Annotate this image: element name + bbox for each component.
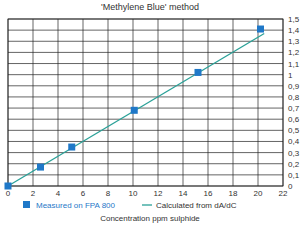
y-grid-line [8, 96, 283, 97]
point [5, 183, 12, 190]
point [68, 144, 75, 151]
line [8, 33, 264, 186]
y-grid-line [8, 85, 283, 86]
y-tick-label: 1,2 [288, 48, 300, 57]
x-grid-line [208, 19, 209, 186]
x-grid-line [83, 19, 84, 186]
data [5, 26, 265, 190]
y-tick-label: 0,3 [288, 149, 300, 158]
y-grid-line [8, 30, 283, 31]
title: 'Methylene Blue' method [101, 2, 199, 12]
y-tick-label: 0,8 [288, 93, 300, 102]
y-tick-label: 1 [288, 71, 293, 80]
x-tick-label: 4 [56, 189, 61, 198]
chart: 'Methylene Blue' method02468101214161820… [0, 0, 304, 225]
y-grid-line [8, 152, 283, 153]
grid [8, 19, 283, 186]
y-tick-label: 0,4 [288, 137, 300, 146]
legend-swatch [23, 201, 30, 208]
y-tick-label: 1,1 [288, 60, 300, 69]
x-grid-line [183, 19, 184, 186]
legend-label: Measured on FPA 800 [36, 201, 116, 210]
x-grid-line [258, 19, 259, 186]
y-tick-label: 0,1 [288, 171, 300, 180]
point [195, 69, 202, 76]
x-tick-label: 20 [254, 189, 263, 198]
y-grid-line [8, 119, 283, 120]
point [131, 107, 138, 114]
y-grid-line [8, 163, 283, 164]
x-grid-line [108, 19, 109, 186]
y-tick-label: 0,5 [288, 126, 300, 135]
legend-label: Calculated from dA/dC [156, 201, 237, 210]
y-grid-line [8, 130, 283, 131]
x-tick-label: 14 [179, 189, 188, 198]
x-grid-line [233, 19, 234, 186]
x-tick-label: 22 [279, 189, 288, 198]
x-tick-label: 8 [106, 189, 111, 198]
legend-item: Measured on FPA 800 [23, 201, 116, 210]
legend-item: Calculated from dA/dC [142, 201, 237, 210]
y-grid-line [8, 108, 283, 109]
y-tick-label: 0,2 [288, 160, 300, 169]
y-grid-line [8, 63, 283, 64]
x-tick-label: 16 [204, 189, 213, 198]
x-tick-label: 2 [31, 189, 36, 198]
y-grid-line [8, 141, 283, 142]
x-tick-label: 18 [229, 189, 238, 198]
x-tick-label: 6 [81, 189, 86, 198]
point [257, 26, 264, 33]
x-tick-label: 0 [6, 189, 11, 198]
y-tick-label: 0,6 [288, 115, 300, 124]
x-grid-line [158, 19, 159, 186]
x-axis-label: Concentration ppm sulphide [100, 214, 200, 223]
y-grid-line [8, 41, 283, 42]
y-grid-line [8, 74, 283, 75]
y-tick-label: 0,9 [288, 82, 300, 91]
y-tick-label: 0,7 [288, 104, 300, 113]
y-tick-label: 1,5 [288, 15, 300, 24]
x-tick-label: 10 [129, 189, 138, 198]
x-grid-line [133, 19, 134, 186]
point [37, 164, 44, 171]
legend-swatch [142, 204, 152, 205]
y-grid-line [8, 52, 283, 53]
x-tick-label: 12 [154, 189, 163, 198]
x-grid-line [58, 19, 59, 186]
x-grid-line [33, 19, 34, 186]
y-grid-line [8, 174, 283, 175]
plot-frame [8, 19, 283, 186]
y-tick-label: 1,3 [288, 37, 300, 46]
y-tick-label: 0 [288, 182, 293, 191]
y-tick-label: 1,4 [288, 26, 300, 35]
